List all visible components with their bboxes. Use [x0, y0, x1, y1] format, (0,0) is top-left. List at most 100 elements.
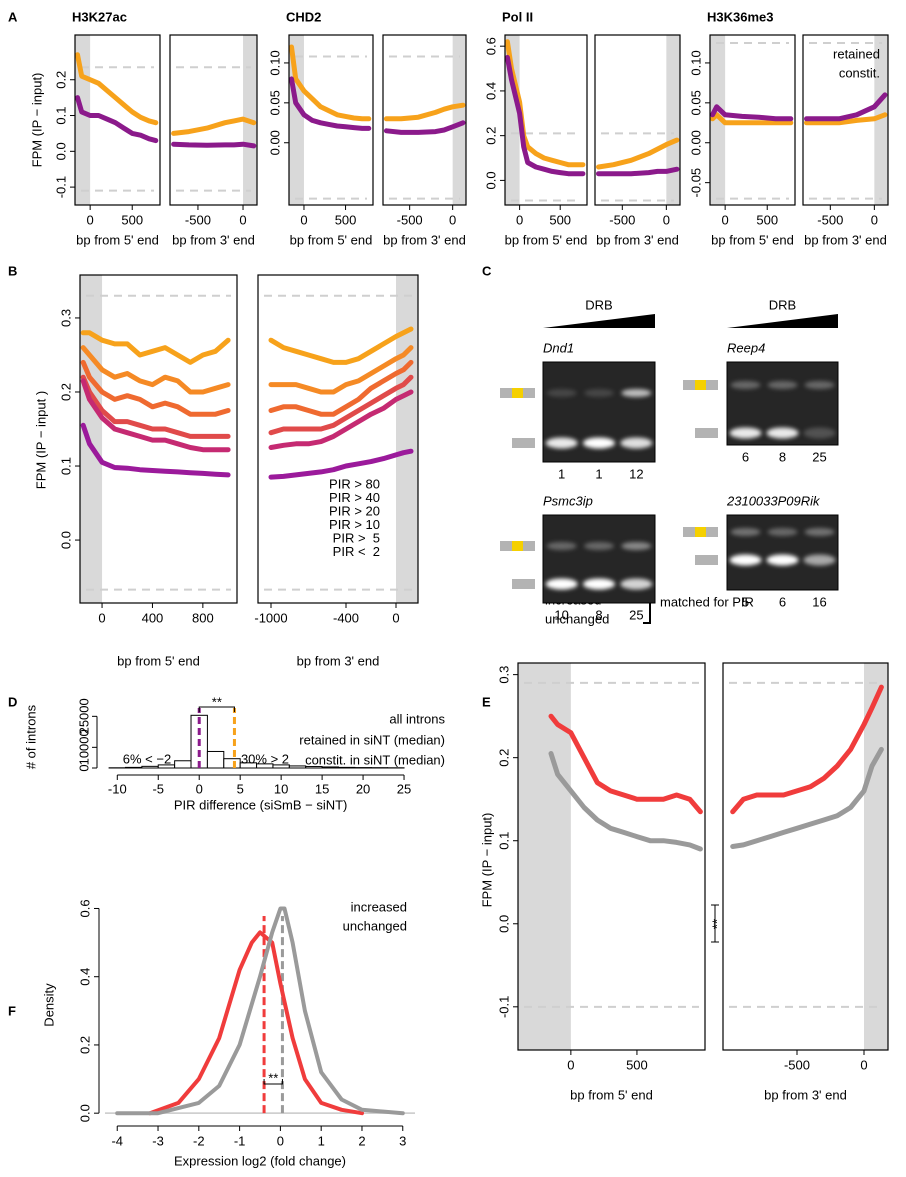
chart-title: H3K36me3 — [707, 9, 774, 24]
x-tick-label: 500 — [756, 212, 778, 227]
x-tick-label: 10 — [274, 781, 288, 796]
x-axis-label: bp from 3' end — [172, 232, 255, 247]
band-quantification: 1 — [558, 466, 565, 481]
gel-band — [766, 554, 799, 566]
x-tick-label: 500 — [549, 212, 571, 227]
shaded-region — [864, 663, 888, 1050]
gel-band — [546, 542, 577, 550]
y-tick-label: 0.1 — [496, 832, 511, 850]
shaded-region — [666, 35, 680, 205]
annotation: 6% < −2 — [123, 751, 171, 766]
x-tick-label: 1 — [318, 1133, 325, 1148]
y-tick-label: 0.0 — [53, 142, 68, 160]
x-tick-label: 0 — [98, 610, 105, 625]
series-line — [804, 92, 888, 122]
series-line — [548, 713, 703, 815]
series-line — [80, 422, 231, 478]
band-quantification: 12 — [629, 466, 643, 481]
series-line — [268, 326, 414, 365]
series-line — [548, 751, 703, 852]
panel-label: C — [482, 263, 492, 278]
x-tick-label: 0 — [567, 1057, 574, 1072]
band-quantification: 10 — [554, 607, 568, 622]
series-line — [730, 746, 884, 849]
panel-label: F — [8, 1003, 16, 1018]
series-line — [268, 448, 414, 480]
x-axis-label: bp from 3' end — [596, 232, 679, 247]
series-line — [80, 359, 231, 417]
x-axis-label: bp from 3' end — [764, 1087, 847, 1102]
annotation: ** — [709, 919, 724, 929]
isoform-marker — [695, 555, 718, 565]
series-line — [80, 374, 231, 439]
y-tick-label: -0.1 — [53, 176, 68, 198]
band-quantification: 16 — [812, 594, 826, 609]
shaded-region — [710, 35, 726, 205]
gel-image — [542, 514, 656, 604]
x-tick-label: 500 — [121, 212, 143, 227]
series-line — [80, 345, 231, 395]
x-tick-label: -1 — [234, 1133, 246, 1148]
series-line — [115, 906, 405, 1116]
y-axis-label: FPM (IP − input) — [479, 813, 494, 908]
x-tick-label: 0 — [392, 610, 399, 625]
plot-frame — [79, 274, 238, 604]
y-tick-label: -0.1 — [496, 996, 511, 1018]
x-axis-label: bp from 3' end — [383, 232, 466, 247]
x-axis-label: bp from 3' end — [804, 232, 887, 247]
drb-wedge — [727, 314, 838, 328]
plot-frame — [709, 34, 796, 206]
gel-band — [584, 542, 614, 550]
series-line — [383, 102, 466, 122]
x-tick-label: -500 — [784, 1057, 810, 1072]
y-tick-label: 10000 — [76, 729, 91, 765]
x-axis-label: PIR difference (siSmB − siNT) — [174, 797, 348, 812]
gel-band — [584, 389, 614, 397]
legend-label: PIR > 80 — [329, 476, 380, 491]
x-tick-label: 0 — [516, 212, 523, 227]
retained-intron-marker — [512, 541, 523, 551]
gel-band — [729, 427, 762, 439]
legend-label: all introns — [389, 711, 445, 726]
y-tick-label: 0.2 — [53, 71, 68, 89]
y-axis-label: FPM (IP − input) — [29, 73, 44, 168]
series-line — [710, 104, 794, 122]
series-line — [504, 54, 586, 177]
y-axis-label: Density — [41, 983, 56, 1027]
gel-band — [730, 381, 761, 389]
series-line — [596, 137, 680, 170]
x-axis-label: bp from 5' end — [290, 232, 373, 247]
x-axis-label: bp from 5' end — [505, 232, 588, 247]
y-tick-label: 0.05 — [267, 90, 282, 115]
series-line — [504, 39, 586, 168]
shaded-region — [396, 275, 418, 603]
y-tick-label: 0.2 — [58, 383, 73, 401]
x-tick-label: 0 — [277, 1133, 284, 1148]
series-line — [268, 345, 414, 395]
x-tick-label: -4 — [111, 1133, 123, 1148]
shaded-region — [452, 35, 466, 205]
y-tick-label: 0.05 — [688, 90, 703, 115]
y-tick-label: 0.4 — [483, 82, 498, 100]
x-tick-label: 0 — [663, 212, 670, 227]
x-axis-label: bp from 5' end — [76, 232, 159, 247]
series-line — [268, 389, 414, 450]
y-tick-label: 0.2 — [77, 1036, 92, 1054]
band-quantification: 25 — [629, 607, 643, 622]
gel-band — [583, 578, 615, 590]
x-axis-label: bp from 5' end — [711, 232, 794, 247]
x-tick-label: -500 — [185, 212, 211, 227]
histogram-bar — [124, 766, 143, 769]
x-tick-label: -500 — [817, 212, 843, 227]
band-quantification: 8 — [595, 607, 602, 622]
x-tick-label: 0 — [239, 212, 246, 227]
gene-name: Dnd1 — [543, 340, 574, 355]
legend-label: retained in siNT (median) — [299, 732, 445, 747]
series-line — [289, 44, 372, 122]
treatment-label: DRB — [585, 297, 612, 312]
x-axis-label: bp from 5' end — [117, 653, 200, 668]
x-tick-label: 0 — [449, 212, 456, 227]
significance-bracket — [198, 706, 235, 712]
band-quantification: 6 — [742, 449, 749, 464]
